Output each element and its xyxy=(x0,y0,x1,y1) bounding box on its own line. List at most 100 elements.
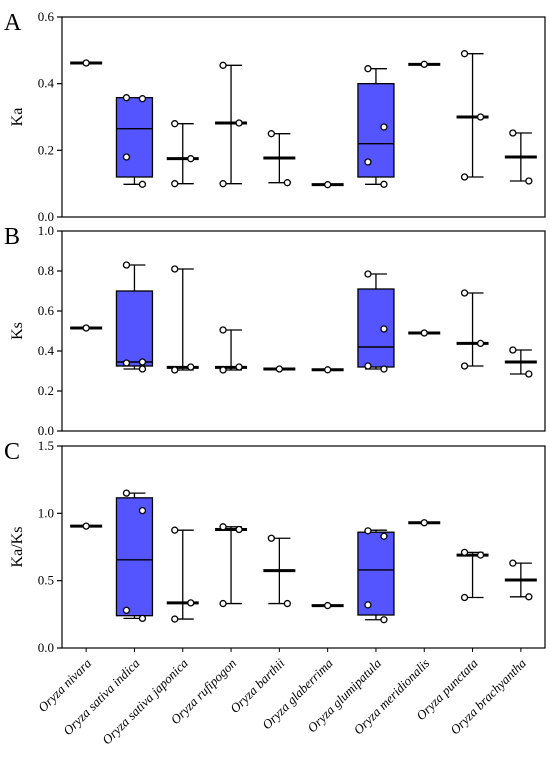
y-tick-label: 1.0 xyxy=(38,505,54,520)
data-point xyxy=(380,325,388,333)
y-tick-label: 0.5 xyxy=(38,573,54,588)
data-point xyxy=(171,526,179,534)
data-point xyxy=(380,616,388,624)
data-point xyxy=(219,366,227,374)
data-point xyxy=(138,180,147,188)
data-point xyxy=(235,525,243,534)
data-point xyxy=(219,180,227,188)
box xyxy=(357,83,395,178)
group-6 xyxy=(311,601,344,610)
data-point xyxy=(171,366,179,374)
plot-frame xyxy=(61,230,546,432)
data-point xyxy=(219,61,227,69)
data-point xyxy=(219,326,227,334)
data-point xyxy=(364,601,372,609)
data-point xyxy=(283,179,292,187)
data-point xyxy=(460,548,469,557)
group-5 xyxy=(263,365,296,373)
box xyxy=(357,531,395,616)
panel-letter: B xyxy=(4,224,20,250)
group-1 xyxy=(70,324,103,332)
panel-c: C 0.0 0.5 1.0 1.5 Ka/Ks xyxy=(4,438,546,655)
data-point xyxy=(171,265,179,273)
data-point xyxy=(380,532,388,540)
data-point xyxy=(82,324,90,332)
data-point xyxy=(267,130,276,138)
group-7 xyxy=(357,270,395,373)
y-tick-label: 0.0 xyxy=(38,209,54,224)
group-4 xyxy=(215,61,248,188)
data-point xyxy=(283,599,292,608)
box xyxy=(115,497,154,617)
y-tick-label: 0.2 xyxy=(38,383,54,398)
data-point xyxy=(509,559,517,567)
group-2 xyxy=(115,489,154,623)
data-point xyxy=(364,158,372,166)
y-axis-label: Ks xyxy=(9,322,26,340)
data-point xyxy=(380,123,388,131)
data-point xyxy=(460,50,469,58)
panel-letter: C xyxy=(4,439,20,465)
data-point xyxy=(187,599,195,607)
y-tick-label: 0.4 xyxy=(38,76,55,91)
data-point xyxy=(219,523,227,531)
y-tick-label: 0.8 xyxy=(38,263,54,278)
y-axis-label: Ka xyxy=(9,108,26,127)
data-point xyxy=(364,270,372,278)
group-6 xyxy=(311,181,344,189)
data-point xyxy=(460,362,469,370)
group-2 xyxy=(115,94,154,188)
data-point xyxy=(476,551,485,559)
group-3 xyxy=(166,526,199,623)
data-point xyxy=(138,365,147,373)
group-6 xyxy=(311,366,344,374)
data-point xyxy=(235,119,243,127)
group-8 xyxy=(408,519,441,527)
group-1 xyxy=(70,59,103,67)
data-point xyxy=(476,339,485,348)
y-tick-label: 0.6 xyxy=(38,9,55,24)
group-4 xyxy=(215,523,248,608)
y-tick-label: 1.0 xyxy=(38,223,54,238)
data-point xyxy=(364,362,372,370)
data-point xyxy=(525,593,533,601)
panel-b: B 0.0 0.2 0.4 0.6 0.8 1.0 Ks xyxy=(4,223,546,438)
y-tick-label: 0.0 xyxy=(38,423,54,438)
box xyxy=(357,288,395,368)
data-point xyxy=(138,95,147,103)
data-point xyxy=(323,181,332,189)
group-7 xyxy=(357,527,395,624)
data-point xyxy=(420,329,428,337)
group-4 xyxy=(215,326,248,374)
data-point xyxy=(219,599,227,608)
group-9 xyxy=(456,50,489,181)
y-tick-label: 0.2 xyxy=(38,142,54,157)
box xyxy=(115,290,154,367)
data-point xyxy=(525,370,533,378)
data-point xyxy=(509,129,517,137)
group-5 xyxy=(263,534,296,608)
data-point xyxy=(82,59,90,67)
y-tick-label: 0.0 xyxy=(38,640,54,655)
data-point xyxy=(364,65,372,73)
box xyxy=(115,97,154,178)
data-point xyxy=(235,363,243,371)
data-point xyxy=(122,359,131,367)
group-3 xyxy=(166,120,199,188)
data-point xyxy=(122,94,131,102)
data-point xyxy=(460,173,469,181)
data-point xyxy=(187,155,195,163)
data-point xyxy=(420,519,428,527)
data-point xyxy=(267,534,276,542)
data-point xyxy=(138,614,147,623)
data-point xyxy=(187,363,195,371)
data-point xyxy=(122,489,131,497)
data-point xyxy=(460,593,469,602)
data-point xyxy=(509,346,517,354)
data-point xyxy=(122,261,131,269)
panel-a: A 0.0 0.2 0.4 0.6 Ka xyxy=(4,9,546,224)
data-point xyxy=(171,120,179,128)
data-point xyxy=(364,527,372,535)
data-point xyxy=(476,113,485,121)
group-9 xyxy=(456,289,489,370)
